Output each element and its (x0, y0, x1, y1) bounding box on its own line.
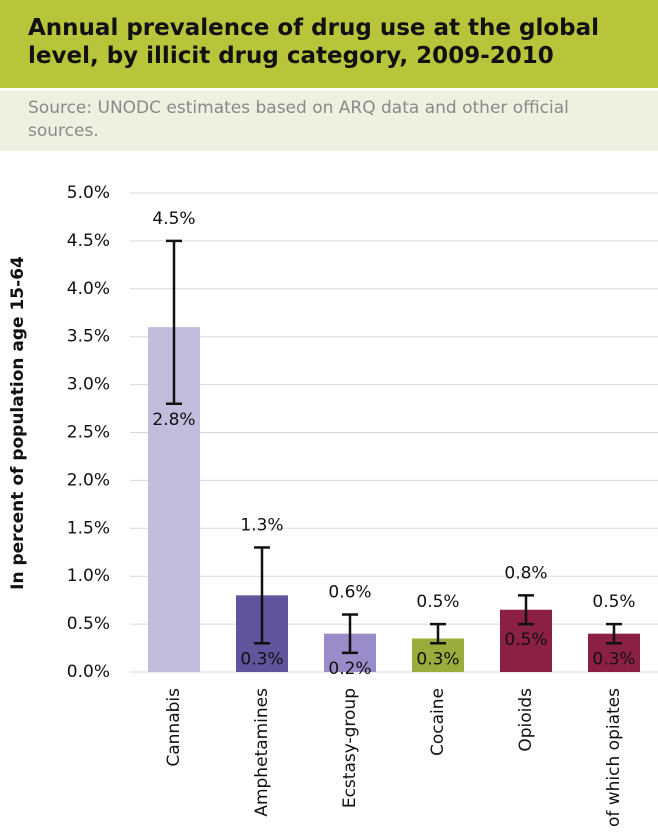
y-tick-label: 4.0% (67, 279, 110, 299)
high-label: 0.5% (416, 592, 459, 612)
y-axis-label: In percent of population age 15-64 (8, 256, 28, 590)
high-label: 1.3% (240, 515, 283, 535)
x-tick-label: Amphetamines (252, 688, 272, 817)
y-tick-label: 1.0% (67, 566, 110, 586)
y-tick-label: 0.5% (67, 614, 110, 634)
x-tick-label: Cannabis (164, 688, 184, 767)
y-tick-label: 0.0% (67, 662, 110, 682)
x-tick-label: Ecstasy-group (340, 688, 360, 808)
x-tick-label: Cocaine (428, 688, 448, 756)
low-label: 0.5% (504, 630, 547, 650)
low-label: 2.8% (152, 410, 195, 430)
high-label: 0.6% (328, 583, 371, 603)
chart-title: Annual prevalence of drug use at the glo… (0, 0, 658, 88)
low-label: 0.3% (416, 649, 459, 669)
x-tick-label: Opioids (516, 688, 536, 752)
low-label: 0.3% (592, 649, 635, 669)
low-label: 0.2% (328, 659, 371, 679)
y-tick-label: 2.0% (67, 470, 110, 490)
high-label: 4.5% (152, 209, 195, 229)
high-label: 0.8% (504, 563, 547, 583)
y-tick-label: 2.5% (67, 423, 110, 443)
x-tick-label: of which opiates (604, 688, 624, 827)
chart-subtitle: Source: UNODC estimates based on ARQ dat… (0, 91, 658, 151)
y-tick-label: 5.0% (67, 183, 110, 203)
high-label: 0.5% (592, 592, 635, 612)
y-tick-label: 4.5% (67, 231, 110, 251)
low-label: 0.3% (240, 649, 283, 669)
y-tick-label: 3.0% (67, 375, 110, 395)
y-tick-label: 3.5% (67, 327, 110, 347)
y-tick-label: 1.5% (67, 518, 110, 538)
chart: In percent of population age 15-64 0.0% 0… (8, 183, 658, 827)
